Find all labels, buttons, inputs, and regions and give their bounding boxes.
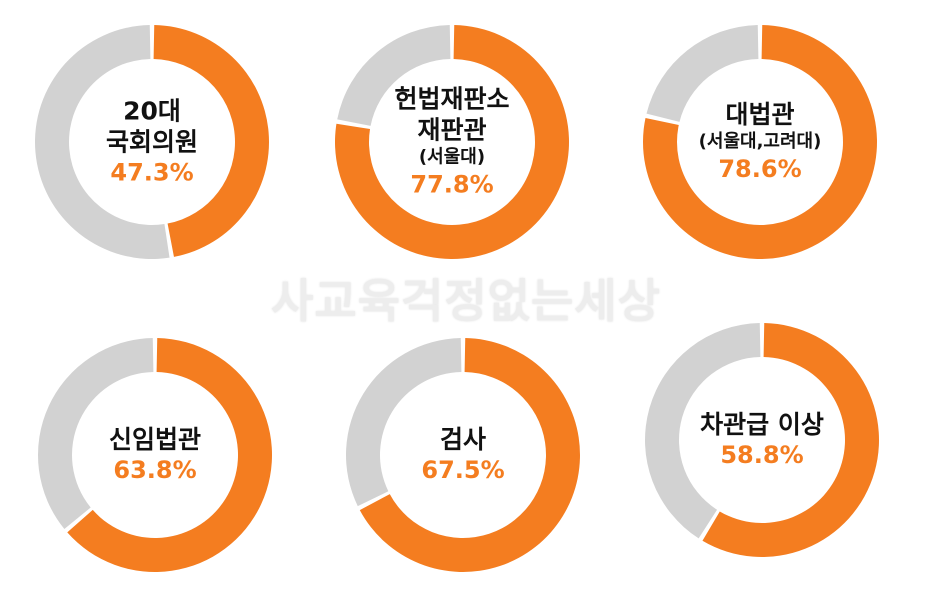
donut-chart-4	[38, 338, 273, 572]
donut-chart-2	[334, 25, 569, 260]
donut-slice-rest	[346, 338, 462, 507]
donut-center-label: 차관급 이상 58.8%	[700, 409, 824, 471]
donut-slice-rest	[35, 25, 170, 260]
donut-slice-share	[359, 338, 581, 572]
category-label: 대법관	[725, 100, 795, 129]
category-label: 20대	[123, 96, 181, 126]
donut-center-label: 검사 67.5%	[421, 424, 504, 486]
value-label: 63.8%	[113, 456, 197, 484]
donut-chart-6	[645, 323, 880, 558]
donut-slice-rest	[337, 25, 451, 126]
value-label: 47.3%	[110, 158, 194, 187]
donut-slice-rest	[645, 323, 761, 539]
category-sub-label: (서울대,고려대)	[698, 131, 822, 152]
value-label: 67.5%	[421, 456, 505, 484]
watermark-text: 사교육걱정없는세상	[271, 274, 661, 328]
category-label: 검사	[439, 425, 487, 454]
category-sub-label: (서울대)	[418, 146, 486, 168]
category-label: 차관급 이상	[700, 410, 824, 439]
donut-slice-share	[67, 338, 273, 572]
donut-center-label: 대법관 (서울대,고려대) 78.6%	[699, 99, 822, 185]
donut-chart-5	[346, 338, 581, 572]
category-label: 국회의원	[105, 127, 199, 157]
category-label: 신임법관	[108, 425, 202, 454]
category-label: 헌법재판소	[394, 84, 510, 114]
value-label: 58.8%	[720, 441, 804, 469]
donut-slice-share	[702, 323, 880, 558]
donut-center-label: 20대 국회의원 47.3%	[106, 96, 198, 189]
value-label: 77.8%	[410, 170, 494, 199]
donut-slice-rest	[38, 338, 154, 529]
value-label: 78.6%	[718, 155, 802, 183]
donut-slice-rest	[646, 25, 759, 122]
donut-center-label: 헌법재판소 재판관 (서울대) 77.8%	[394, 84, 509, 201]
donut-slice-share	[153, 25, 270, 257]
donut-center-label: 신임법관 63.8%	[109, 424, 201, 486]
donut-chart-1	[35, 25, 270, 260]
donut-chart-3	[643, 25, 877, 260]
category-label: 재판관	[417, 115, 487, 145]
